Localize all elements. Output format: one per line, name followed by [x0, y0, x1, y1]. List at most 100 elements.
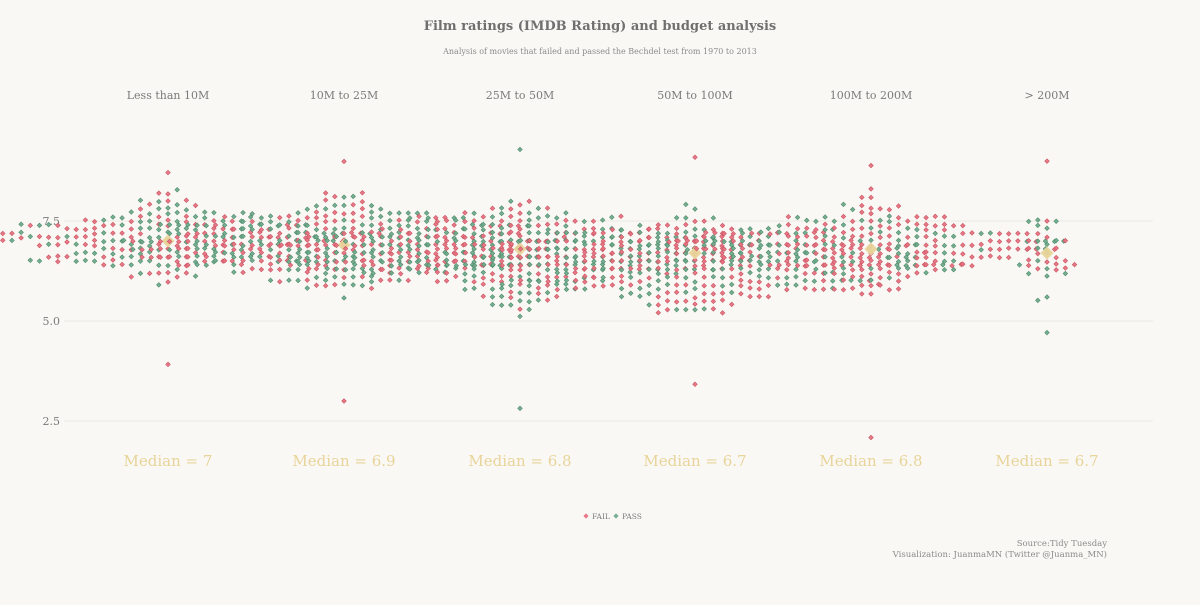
data-point [517, 262, 524, 269]
data-point [498, 293, 505, 300]
data-point [831, 265, 838, 271]
data-point [517, 290, 523, 296]
data-point [563, 217, 569, 224]
data-point [443, 229, 450, 236]
data-point [517, 306, 523, 312]
data-point [776, 262, 782, 268]
data-point [673, 267, 680, 273]
data-point [804, 225, 810, 231]
data-point [536, 278, 542, 285]
data-point [128, 234, 135, 240]
data-point [802, 285, 808, 291]
data-point [527, 261, 533, 268]
data-point [526, 270, 532, 277]
data-point [499, 253, 505, 260]
data-point [379, 242, 386, 248]
data-point [904, 234, 911, 240]
data-point [536, 245, 542, 252]
data-point [165, 269, 171, 276]
data-point [498, 210, 505, 217]
data-point [581, 233, 587, 239]
data-point [831, 225, 838, 231]
data-point [526, 210, 532, 216]
data-point [950, 266, 957, 273]
data-point [785, 255, 792, 261]
data-point [637, 278, 643, 285]
data-point [423, 210, 430, 216]
data-point [914, 241, 920, 248]
data-point [664, 289, 671, 296]
data-point [710, 267, 717, 273]
data-point [238, 254, 245, 260]
data-point [361, 257, 367, 263]
data-point [683, 306, 689, 313]
data-point [840, 259, 847, 265]
data-point [110, 251, 116, 257]
data-point [443, 278, 450, 284]
data-point [313, 226, 320, 233]
data-point [120, 237, 127, 244]
data-point [987, 238, 994, 244]
data-point [267, 277, 274, 284]
data-point [82, 241, 89, 248]
data-point [146, 234, 153, 241]
data-point [784, 281, 790, 287]
data-point [877, 274, 883, 281]
data-point [462, 218, 468, 225]
data-point [1035, 266, 1041, 272]
data-point [397, 247, 404, 253]
data-point [536, 254, 542, 260]
data-point [64, 253, 70, 260]
data-point [480, 275, 487, 281]
data-point [600, 258, 606, 265]
data-point [174, 226, 180, 233]
data-point [849, 206, 856, 213]
data-point [192, 273, 199, 279]
data-point [176, 245, 182, 252]
data-point [45, 221, 52, 228]
data-point [499, 241, 505, 247]
data-point [267, 233, 274, 240]
data-point [165, 279, 171, 285]
data-point [174, 202, 180, 208]
data-point [1035, 222, 1041, 229]
data-point [387, 225, 393, 231]
data-point [341, 158, 347, 165]
data-point [498, 231, 505, 237]
data-point [462, 226, 468, 232]
data-point [829, 238, 836, 245]
data-point [877, 229, 883, 235]
data-point [747, 226, 753, 232]
data-point [582, 265, 588, 272]
data-point [673, 306, 680, 313]
data-point [471, 285, 477, 291]
data-point [267, 247, 274, 253]
data-point [128, 274, 135, 280]
data-point [128, 253, 135, 260]
data-point [886, 287, 893, 293]
data-point [341, 230, 347, 237]
data-point [306, 242, 312, 248]
data-point [165, 211, 171, 217]
data-point [719, 297, 726, 303]
data-point [730, 238, 737, 244]
data-point [221, 243, 228, 249]
data-point [258, 241, 265, 248]
data-point [655, 265, 662, 271]
data-point [462, 271, 468, 277]
data-point [730, 253, 737, 260]
data-point [508, 289, 514, 295]
data-point [969, 242, 975, 249]
data-point [480, 281, 487, 287]
data-point [156, 262, 162, 268]
data-point [342, 259, 349, 265]
data-point [932, 237, 938, 244]
data-point [646, 282, 652, 289]
data-point [221, 230, 228, 237]
data-point [451, 241, 457, 248]
data-point [804, 262, 810, 269]
data-point [535, 297, 542, 303]
data-point [45, 254, 52, 260]
data-point [673, 245, 680, 251]
data-point [591, 250, 597, 257]
